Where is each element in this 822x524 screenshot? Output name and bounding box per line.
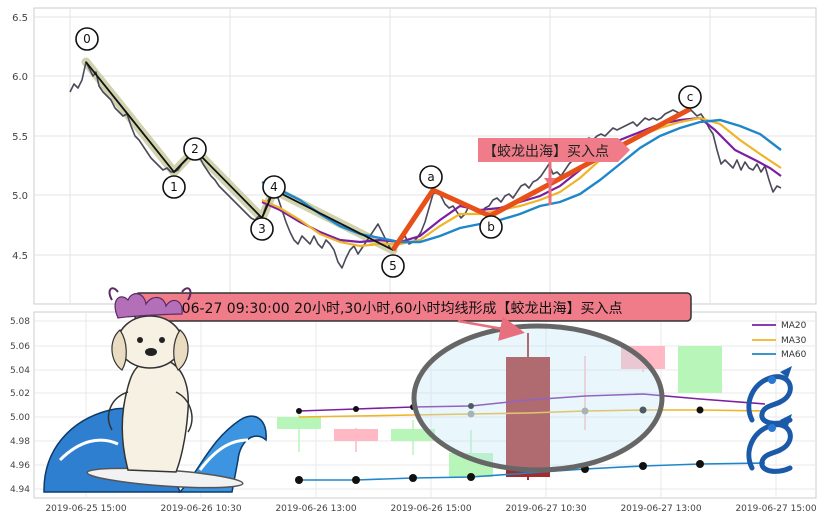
wave-label: b xyxy=(487,220,495,234)
buy-point-flag xyxy=(478,138,630,162)
x-tick: 2019-06-26 13:00 xyxy=(275,504,356,514)
bottom-x-axis: 2019-06-25 15:00 2019-06-26 10:30 2019-0… xyxy=(45,504,816,514)
bottom-y-tick: 5.00 xyxy=(10,413,30,423)
dragon-icon xyxy=(746,366,793,426)
ma20-bottom-line xyxy=(298,393,766,412)
top-y-tick: 5.0 xyxy=(12,191,28,202)
abc-path xyxy=(390,106,692,252)
wave-path xyxy=(85,61,394,251)
top-y-tick: 6.0 xyxy=(12,72,28,83)
top-y-tick: 6.5 xyxy=(12,13,28,24)
signal-highlight-ellipse xyxy=(411,323,665,473)
wave-label-circle xyxy=(479,215,503,239)
wave-label-circle xyxy=(162,175,186,199)
x-tick: 2019-06-27 15:00 xyxy=(735,504,816,514)
signal-candle xyxy=(506,357,550,477)
signal-banner-text: 2019-06-27 09:30:00 20小时,30小时,60小时均线形成【蛟… xyxy=(141,301,622,317)
ma30-bottom-line xyxy=(298,409,766,418)
buy-point-annotation: 【蛟龙出海】买入点 xyxy=(478,138,630,205)
top-panel-grid xyxy=(34,8,816,304)
legend-label: MA20 xyxy=(781,321,807,331)
top-y-tick: 5.5 xyxy=(12,132,28,143)
dragon-icon xyxy=(746,414,793,474)
candle-up xyxy=(391,429,435,441)
signal-arrow xyxy=(457,316,525,341)
x-tick: 2019-06-27 10:30 xyxy=(505,504,586,514)
wave-label-circle xyxy=(75,27,99,51)
buy-point-label: 【蛟龙出海】买入点 xyxy=(483,144,609,160)
x-tick: 2019-06-26 10:30 xyxy=(160,504,241,514)
x-tick: 2019-06-27 13:00 xyxy=(620,504,701,514)
ma60-line xyxy=(261,118,782,244)
candle-up xyxy=(277,417,321,429)
candle-down xyxy=(334,429,378,441)
wave-label-circle xyxy=(678,85,702,109)
wave-label: c xyxy=(687,90,694,104)
wave-label-circle xyxy=(419,165,443,189)
ma60-bottom-line xyxy=(299,462,766,481)
x-tick: 2019-06-26 15:00 xyxy=(390,504,471,514)
wave-label-circle xyxy=(250,217,274,241)
ma20-line xyxy=(261,116,782,244)
legend-label: MA60 xyxy=(781,350,807,360)
legend: MA20 MA30 MA60 xyxy=(752,321,807,360)
wave-label-markers: 0 1 2 3 4 5 a b c xyxy=(75,27,702,278)
surfing-dog-illustration xyxy=(43,287,267,493)
wave-label: a xyxy=(427,170,434,184)
wave-label-circle xyxy=(262,175,286,199)
candle-up xyxy=(678,346,722,393)
wave-label-circle xyxy=(381,254,405,278)
ma30-line xyxy=(261,116,782,248)
top-panel-frame xyxy=(33,7,817,305)
signal-banner: 2019-06-27 09:30:00 20小时,30小时,60小时均线形成【蛟… xyxy=(134,292,692,322)
bottom-y-tick: 5.04 xyxy=(10,366,30,376)
wave-label: 2 xyxy=(191,142,199,156)
wave-label: 3 xyxy=(258,222,266,236)
legend-label: MA30 xyxy=(781,336,807,346)
bottom-y-tick: 5.02 xyxy=(10,389,30,399)
top-y-axis: 6.5 6.0 5.5 5.0 4.5 xyxy=(12,13,28,262)
bottom-y-tick: 4.96 xyxy=(10,461,30,471)
wave-label: 0 xyxy=(83,32,91,46)
bottom-y-tick: 4.94 xyxy=(10,485,30,495)
top-y-tick: 4.5 xyxy=(12,251,28,262)
bottom-y-axis: 5.08 5.06 5.04 5.02 5.00 4.98 4.96 4.94 xyxy=(10,317,30,495)
bottom-y-tick: 5.06 xyxy=(10,342,30,352)
bottom-y-tick: 5.08 xyxy=(10,317,30,327)
x-tick: 2019-06-25 15:00 xyxy=(45,504,126,514)
candlesticks xyxy=(277,333,722,480)
wave-label: 1 xyxy=(170,180,178,194)
wave-label: 4 xyxy=(270,180,278,194)
wave-label: 5 xyxy=(389,259,397,273)
ma-point-markers xyxy=(295,403,704,484)
bottom-y-tick: 4.98 xyxy=(10,437,30,447)
buy-point-arrow xyxy=(544,178,556,186)
wave-label-circle xyxy=(183,137,207,161)
